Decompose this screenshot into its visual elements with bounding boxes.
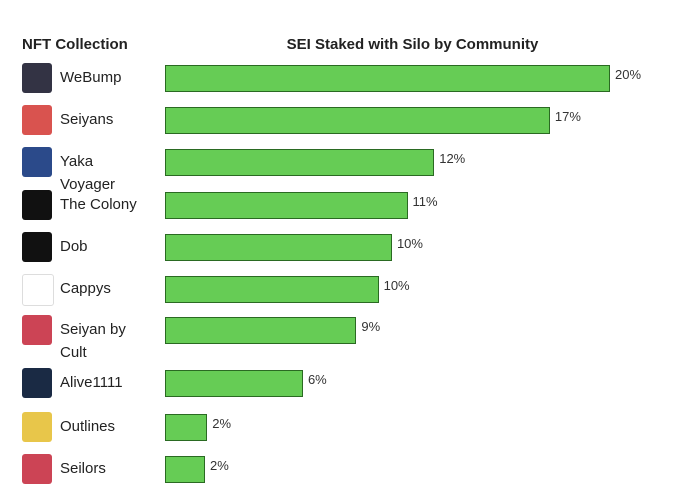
bar	[165, 317, 357, 344]
collection-name: Alive1111	[60, 374, 123, 391]
collection-name: Seiyans	[60, 111, 114, 128]
collection-name: Seiyan by Cult	[60, 321, 126, 361]
collection-name: Outlines	[60, 418, 116, 435]
collection-icon	[22, 315, 52, 345]
chart-title: SEI Staked with Silo by Community	[286, 36, 539, 53]
bar	[165, 234, 392, 261]
value-label: 17%	[554, 109, 581, 124]
collection-icon	[22, 454, 52, 484]
value-label: 20%	[615, 67, 642, 82]
value-label: 11%	[412, 194, 438, 209]
collection-icon	[22, 63, 52, 93]
collection-name: Yaka Voyager	[60, 153, 116, 193]
collection-icon	[22, 147, 52, 177]
bar	[165, 107, 550, 134]
value-label: 12%	[439, 151, 466, 166]
collection-icon	[22, 412, 52, 442]
value-label: 6%	[307, 372, 327, 387]
value-label: 10%	[383, 278, 410, 293]
bar	[165, 414, 208, 441]
collection-icon	[22, 190, 52, 220]
bar	[165, 276, 379, 303]
collection-name: The Colony	[60, 196, 137, 213]
value-label: 2%	[212, 416, 232, 431]
collection-icon	[22, 105, 52, 135]
value-label: 9%	[361, 319, 381, 334]
column-header: NFT Collection	[22, 36, 128, 53]
collection-icon	[22, 274, 54, 306]
value-label: 10%	[396, 236, 423, 251]
collection-name: Seilors	[60, 460, 106, 477]
bar	[165, 65, 610, 92]
collection-name: Dob	[60, 238, 88, 255]
collection-icon	[22, 368, 52, 398]
value-label: 2%	[210, 458, 229, 473]
collection-name: WeBump	[60, 69, 122, 86]
collection-icon	[22, 232, 52, 262]
bar	[165, 456, 206, 483]
bar	[165, 370, 303, 397]
bar	[165, 149, 435, 176]
bar	[165, 192, 408, 219]
collection-name: Cappys	[60, 280, 111, 297]
